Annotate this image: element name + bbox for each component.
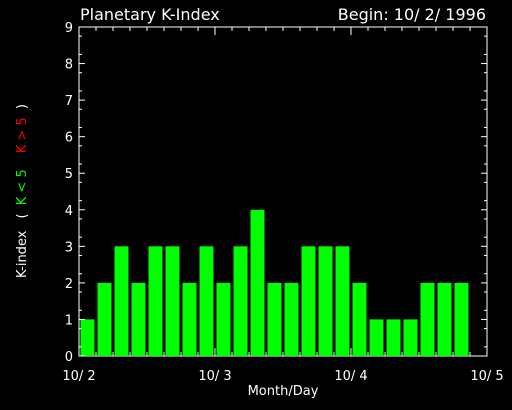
bar-7: [182, 282, 197, 356]
bar-9: [216, 282, 231, 356]
bar-15: [318, 246, 333, 356]
y-axis-label: K-index ( K < 5 K > 5 ): [15, 104, 30, 278]
bar-17: [352, 282, 367, 356]
begin-date-label: Begin: 10/ 2/ 1996: [338, 5, 486, 24]
chart-title: Planetary K-Index: [80, 5, 220, 24]
y-label-low: K < 5: [15, 169, 30, 205]
bar-21: [420, 282, 435, 356]
bar-22: [437, 282, 452, 356]
bar-19: [386, 319, 401, 356]
y-tick-label: 0: [65, 350, 73, 365]
bar-18: [369, 319, 384, 356]
y-tick-label: 5: [65, 167, 73, 182]
bar-8: [199, 246, 214, 356]
x-axis-label: Month/Day: [248, 384, 319, 399]
bar-12: [267, 282, 282, 356]
bar-11: [250, 209, 265, 356]
y-tick-label: 8: [65, 58, 73, 73]
x-tick-label: 10/ 2: [62, 369, 95, 384]
bar-16: [335, 246, 350, 356]
bar-23: [454, 282, 469, 356]
y-label-close-paren: ): [15, 104, 30, 109]
bar-5: [148, 246, 163, 356]
y-tick-label: 2: [65, 277, 73, 292]
y-tick-label: 1: [65, 313, 73, 328]
bar-14: [301, 246, 316, 356]
y-label-open-paren: (: [15, 213, 30, 218]
y-tick-label: 4: [65, 204, 73, 219]
bar-2: [97, 282, 112, 356]
bars-group: [80, 209, 469, 356]
bar-13: [284, 282, 299, 356]
bar-6: [165, 246, 180, 356]
y-tick-label: 9: [65, 21, 73, 36]
bar-10: [233, 246, 248, 356]
bar-1: [80, 319, 95, 356]
x-axis: 10/ 2 10/ 3 10/ 4 10/ 5: [62, 27, 504, 384]
y-tick-label: 6: [65, 131, 73, 146]
x-tick-label: 10/ 4: [334, 369, 367, 384]
bar-20: [403, 319, 418, 356]
y-axis: 0 1 2 3 4 5 6 7 8 9: [65, 21, 487, 365]
x-tick-label: 10/ 3: [198, 369, 231, 384]
y-label-high: K > 5: [15, 117, 30, 153]
x-tick-label: 10/ 5: [470, 369, 503, 384]
bar-4: [131, 282, 146, 356]
y-tick-label: 3: [65, 240, 73, 255]
y-label-prefix: K-index: [15, 230, 30, 278]
y-tick-label: 7: [65, 94, 73, 109]
bar-3: [114, 246, 129, 356]
